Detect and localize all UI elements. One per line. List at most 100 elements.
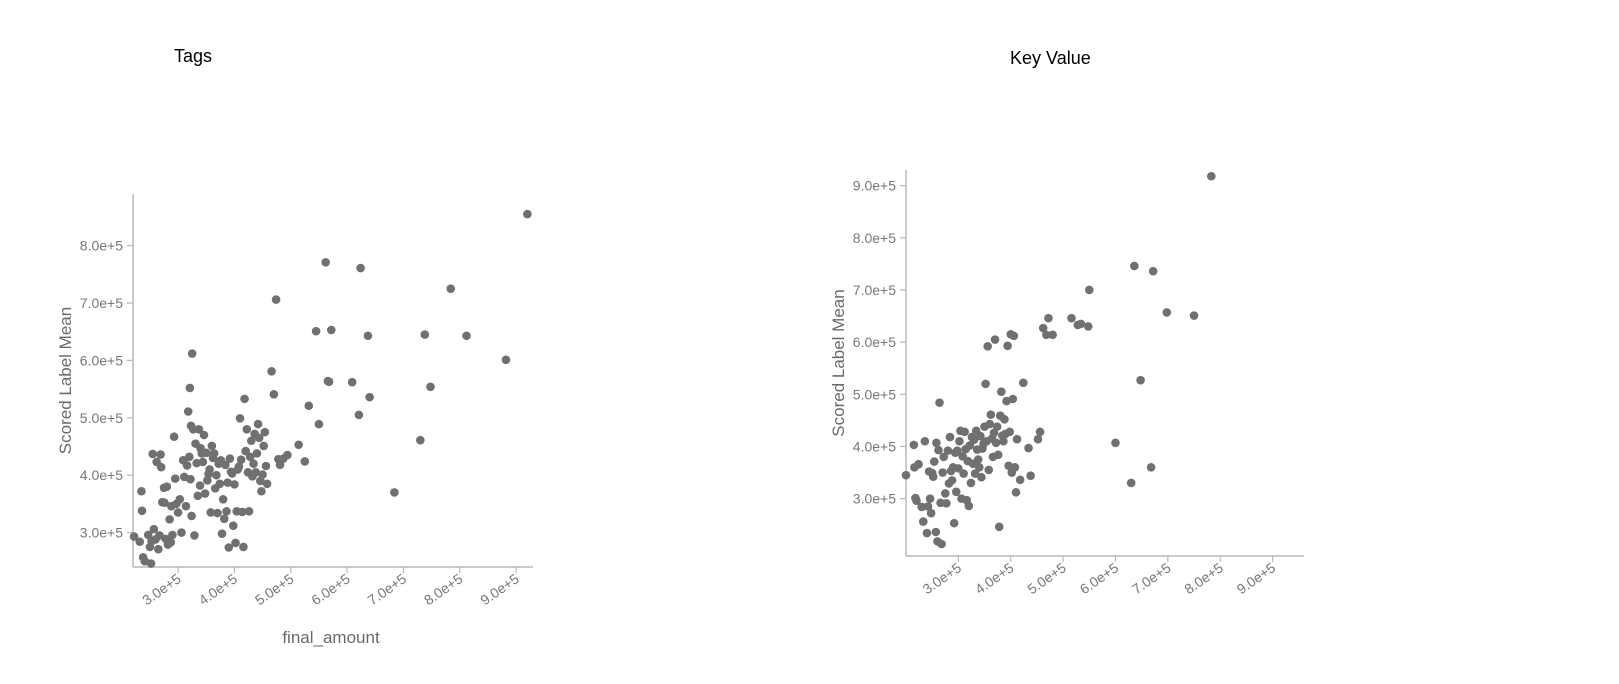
scatter-point bbox=[311, 326, 321, 336]
scatter-point bbox=[1084, 285, 1094, 295]
scatter-point bbox=[1024, 443, 1033, 453]
scatter-point bbox=[257, 486, 266, 496]
chart-title-tags: Tags bbox=[174, 46, 213, 66]
scatter-point bbox=[237, 507, 247, 517]
chart-title-key-value: Key Value bbox=[1010, 48, 1091, 68]
scatter-point bbox=[154, 544, 163, 554]
scatter-point bbox=[926, 508, 936, 518]
scatter-point bbox=[258, 470, 267, 479]
scatter-point bbox=[1048, 330, 1057, 340]
scatter-point bbox=[1008, 394, 1018, 404]
scatter-point bbox=[205, 465, 214, 474]
scatter-point bbox=[294, 440, 303, 450]
scatter-point bbox=[931, 527, 941, 537]
scatter-point bbox=[991, 438, 1001, 448]
scatter-point bbox=[985, 419, 995, 429]
scatter-point bbox=[195, 481, 205, 490]
scatter-point bbox=[245, 452, 255, 462]
scatter-point bbox=[228, 521, 238, 530]
scatter-point bbox=[976, 431, 985, 441]
x-tick-label: 4.0e+5 bbox=[972, 559, 1017, 597]
y-tick-label: 7.0e+5 bbox=[80, 295, 123, 311]
scatter-point bbox=[1042, 330, 1051, 340]
scatter-point bbox=[1026, 471, 1035, 480]
scatter-point bbox=[354, 410, 364, 420]
scatter-point bbox=[207, 441, 217, 451]
scatter-point bbox=[149, 524, 159, 534]
scatter-point bbox=[983, 342, 992, 351]
scatter-point bbox=[945, 432, 955, 442]
scatter-point bbox=[901, 470, 911, 480]
scatter-point bbox=[213, 508, 222, 518]
scatter-point bbox=[1136, 375, 1145, 385]
scatter-point bbox=[212, 470, 221, 480]
scatter-point bbox=[190, 531, 199, 540]
scatter-point bbox=[939, 452, 949, 462]
scatter-point bbox=[1111, 438, 1120, 448]
scatter-point bbox=[1009, 331, 1019, 341]
scatter-point bbox=[187, 349, 197, 358]
scatter-point bbox=[327, 325, 336, 335]
scatter-point bbox=[1076, 319, 1086, 329]
scatter-point bbox=[177, 528, 186, 537]
scatter-point bbox=[462, 331, 471, 341]
x-axis-title: final_amount bbox=[282, 628, 380, 647]
scatter-point bbox=[267, 367, 276, 376]
scatter-point bbox=[231, 538, 240, 548]
scatter-point bbox=[260, 427, 270, 437]
scatter-point bbox=[986, 410, 996, 419]
scatter-point bbox=[247, 436, 256, 446]
scatter-point bbox=[129, 532, 139, 541]
scatter-point bbox=[446, 284, 456, 293]
scatter-point bbox=[181, 501, 191, 511]
scatter-point bbox=[162, 482, 172, 491]
x-tick-label: 4.0e+5 bbox=[196, 570, 241, 608]
y-tick-label: 9.0e+5 bbox=[853, 178, 896, 194]
x-tick-label: 8.0e+5 bbox=[1181, 559, 1226, 597]
scatter-chart-tags: 3.0e+5 4.0e+5 5.0e+5 6.0e+5 7.0e+5 8.0e+5 3.0e… bbox=[56, 194, 533, 647]
scatter-point bbox=[993, 450, 1003, 460]
scatter-point bbox=[143, 530, 153, 540]
y-tick-label: 5.0e+5 bbox=[80, 410, 123, 426]
scatter-point bbox=[156, 450, 165, 459]
y-tick-label: 4.0e+5 bbox=[80, 467, 123, 483]
scatter-point bbox=[146, 559, 156, 568]
y-tick-label: 8.0e+5 bbox=[80, 238, 123, 254]
scatter-point bbox=[234, 462, 244, 471]
scatter-point bbox=[324, 377, 334, 386]
scatter-point bbox=[242, 424, 252, 434]
scatter-point bbox=[990, 335, 1000, 344]
scatter-point bbox=[914, 459, 923, 469]
scatter-point bbox=[938, 468, 947, 477]
scatter-point bbox=[1044, 313, 1053, 323]
scatter-point bbox=[240, 394, 249, 404]
scatter-point bbox=[947, 476, 957, 485]
scatter-point bbox=[953, 446, 962, 455]
scatter-point bbox=[969, 435, 979, 444]
scatter-point bbox=[1067, 313, 1076, 323]
scatter-point bbox=[390, 488, 399, 497]
scatter-point bbox=[420, 330, 430, 339]
scatter-point bbox=[249, 459, 258, 469]
y-tick-label: 8.0e+5 bbox=[853, 230, 896, 246]
scatter-chart-key-value: 3.0e+54.0e+55.0e+56.0e+57.0e+58.0e+59.0e… bbox=[829, 170, 1304, 597]
scatter-point bbox=[955, 436, 964, 446]
scatter-point bbox=[173, 508, 183, 517]
scatter-point bbox=[1015, 475, 1025, 485]
scatter-point bbox=[200, 489, 210, 498]
scatter-point bbox=[253, 419, 263, 429]
scatter-point bbox=[206, 508, 216, 517]
scatter-point bbox=[239, 542, 248, 552]
scatter-point bbox=[251, 468, 261, 477]
scatter-point bbox=[185, 383, 195, 393]
x-tick-label: 8.0e+5 bbox=[421, 570, 466, 608]
scatter-point bbox=[275, 460, 285, 470]
scatter-point bbox=[997, 387, 1006, 396]
y-tick-label: 6.0e+5 bbox=[853, 334, 896, 350]
scatter-point bbox=[219, 514, 229, 524]
scatter-point bbox=[182, 461, 192, 470]
x-tick-label: 7.0e+5 bbox=[365, 570, 410, 608]
scatter-point bbox=[994, 522, 1004, 532]
scatter-point bbox=[501, 355, 511, 365]
scatter-point bbox=[244, 507, 254, 516]
